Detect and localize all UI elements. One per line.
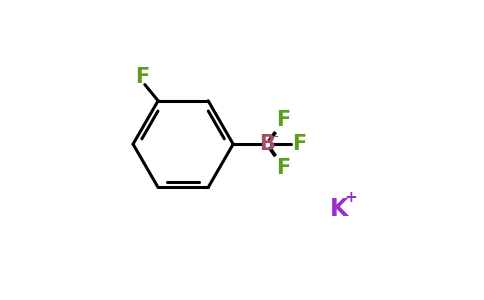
Text: B: B	[259, 134, 275, 154]
Text: −: −	[268, 131, 279, 144]
Text: F: F	[135, 67, 149, 87]
Text: F: F	[277, 158, 291, 178]
Text: +: +	[344, 190, 357, 205]
Text: F: F	[292, 134, 306, 154]
Text: K: K	[330, 197, 348, 221]
Text: F: F	[277, 110, 291, 130]
